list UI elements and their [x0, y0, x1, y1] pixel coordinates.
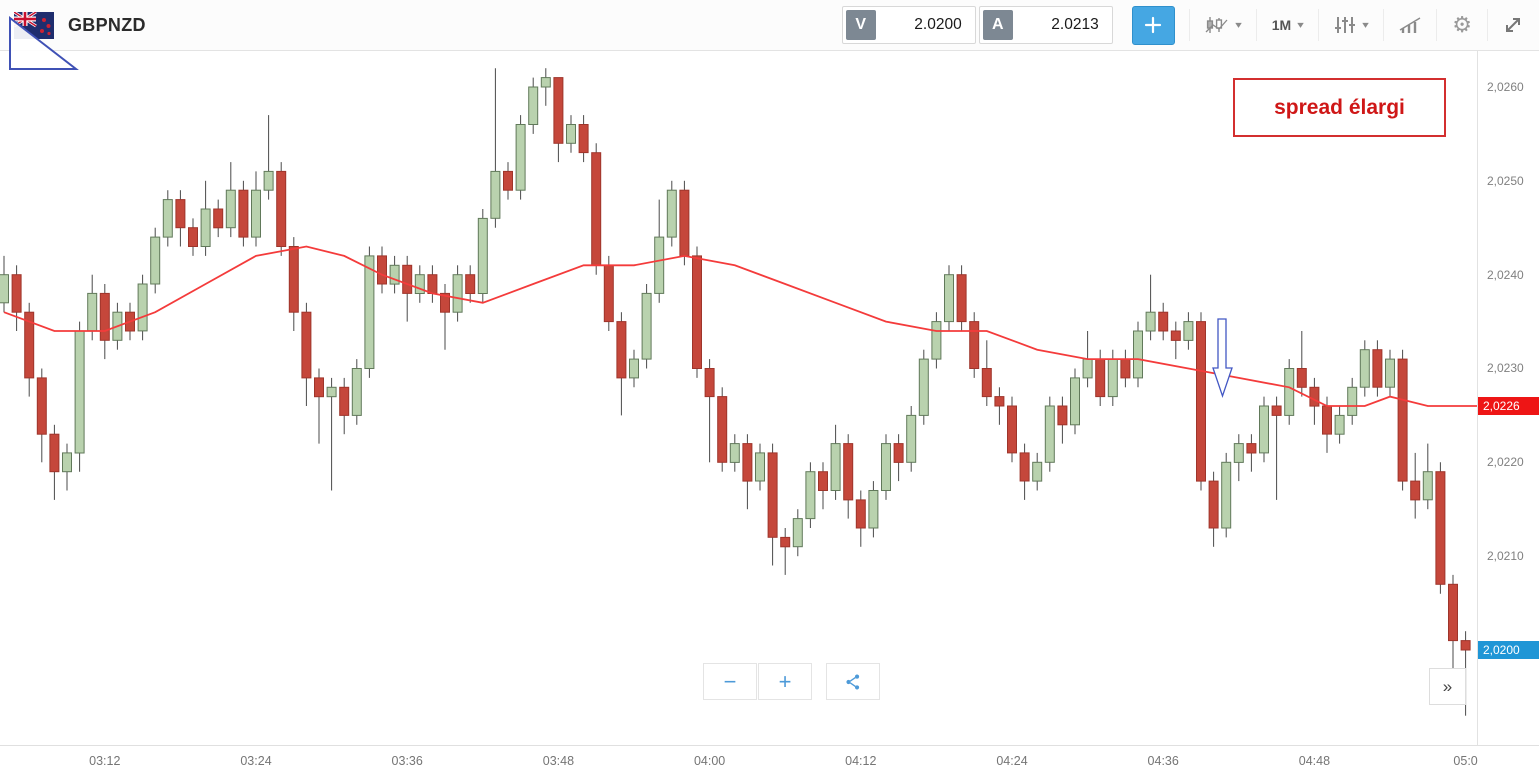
- x-axis-label: 04:36: [1147, 754, 1179, 768]
- sell-badge: V: [845, 10, 876, 40]
- zoom-controls: − +: [703, 663, 812, 700]
- instrument-flag-icon: [14, 11, 54, 39]
- down-arrow-annotation: [1212, 318, 1233, 399]
- double-chevron-right-icon: »: [1442, 676, 1453, 696]
- crosshair-icon: [1145, 16, 1162, 34]
- spread-annotation-text: spread élargi: [1274, 95, 1405, 119]
- y-axis-label: 2,0250: [1487, 173, 1524, 188]
- share-icon: [846, 674, 860, 689]
- x-axis-label: 04:24: [996, 754, 1028, 768]
- buy-price: 2.0213: [1051, 16, 1099, 33]
- zoom-out-button[interactable]: −: [703, 663, 757, 700]
- last-price-tag: 2,0200: [1478, 640, 1539, 659]
- fullscreen-icon: [1506, 18, 1520, 32]
- buy-quote-button[interactable]: A 2.0213: [978, 6, 1113, 44]
- x-axis-label: 03:24: [240, 754, 272, 768]
- x-axis[interactable]: 03:12 03:24 03:36 03:48 04:00 04:12 04:24 04:36…: [0, 745, 1539, 779]
- drawing-tools-button[interactable]: [1383, 9, 1436, 41]
- buy-badge: A: [982, 10, 1013, 40]
- ma-price-tag: 2,0226: [1478, 397, 1539, 416]
- y-axis-label: 2,0220: [1487, 455, 1524, 470]
- timeframe-button[interactable]: 1M ▾: [1255, 9, 1318, 41]
- zoom-in-button[interactable]: +: [758, 663, 812, 700]
- x-axis-label: 04:48: [1298, 754, 1331, 768]
- fullscreen-button[interactable]: [1487, 9, 1539, 41]
- y-axis-label: 2,0240: [1487, 267, 1524, 282]
- trendline-icon: [1399, 17, 1421, 33]
- x-axis-label: 05:0: [1453, 754, 1478, 768]
- indicators-icon: [1335, 17, 1356, 33]
- x-axis-label: 03:12: [89, 754, 121, 768]
- chevron-down-icon: ▾: [1362, 19, 1370, 31]
- chart-type-button[interactable]: ▾: [1188, 9, 1256, 41]
- share-button[interactable]: [826, 663, 880, 700]
- timeframe-label: 1M: [1271, 17, 1292, 33]
- x-axis-label: 03:36: [391, 754, 423, 768]
- spread-annotation: spread élargi: [1233, 78, 1446, 137]
- settings-button[interactable]: ⚙: [1436, 9, 1487, 41]
- toolbar: GBPNZD V 2.0200 A 2.0213: [0, 0, 1539, 51]
- indicators-button[interactable]: ▾: [1318, 9, 1383, 41]
- x-axis-label: 03:48: [542, 754, 575, 768]
- candlestick-series[interactable]: [0, 51, 1539, 745]
- toolbar-tools: V 2.0200 A 2.0213 ▾ 1: [841, 0, 1539, 50]
- sell-quote-button[interactable]: V 2.0200: [841, 6, 976, 44]
- crosshair-button[interactable]: [1131, 5, 1175, 45]
- x-axis-label: 04:12: [845, 754, 877, 768]
- chevron-down-icon: ▾: [1234, 19, 1242, 31]
- gear-icon: ⚙: [1452, 12, 1472, 37]
- y-axis-label: 2,0230: [1487, 361, 1524, 376]
- y-axis-divider: [1477, 51, 1478, 745]
- instrument-brand: GBPNZD: [0, 11, 146, 39]
- chart-area: 2,0260 2,0250 2,0240 2,0230 2,0220 2,0210 2,02…: [0, 51, 1539, 745]
- x-axis-label: 04:00: [693, 754, 726, 768]
- chevron-down-icon: ▾: [1297, 19, 1304, 31]
- y-axis-label: 2,0260: [1487, 80, 1524, 94]
- sell-price: 2.0200: [914, 16, 962, 33]
- collapse-panel-button[interactable]: »: [1429, 668, 1466, 705]
- y-axis-label: 2,0210: [1487, 549, 1524, 564]
- symbol-title: GBPNZD: [68, 14, 146, 35]
- chart-type-icon: [1205, 17, 1228, 33]
